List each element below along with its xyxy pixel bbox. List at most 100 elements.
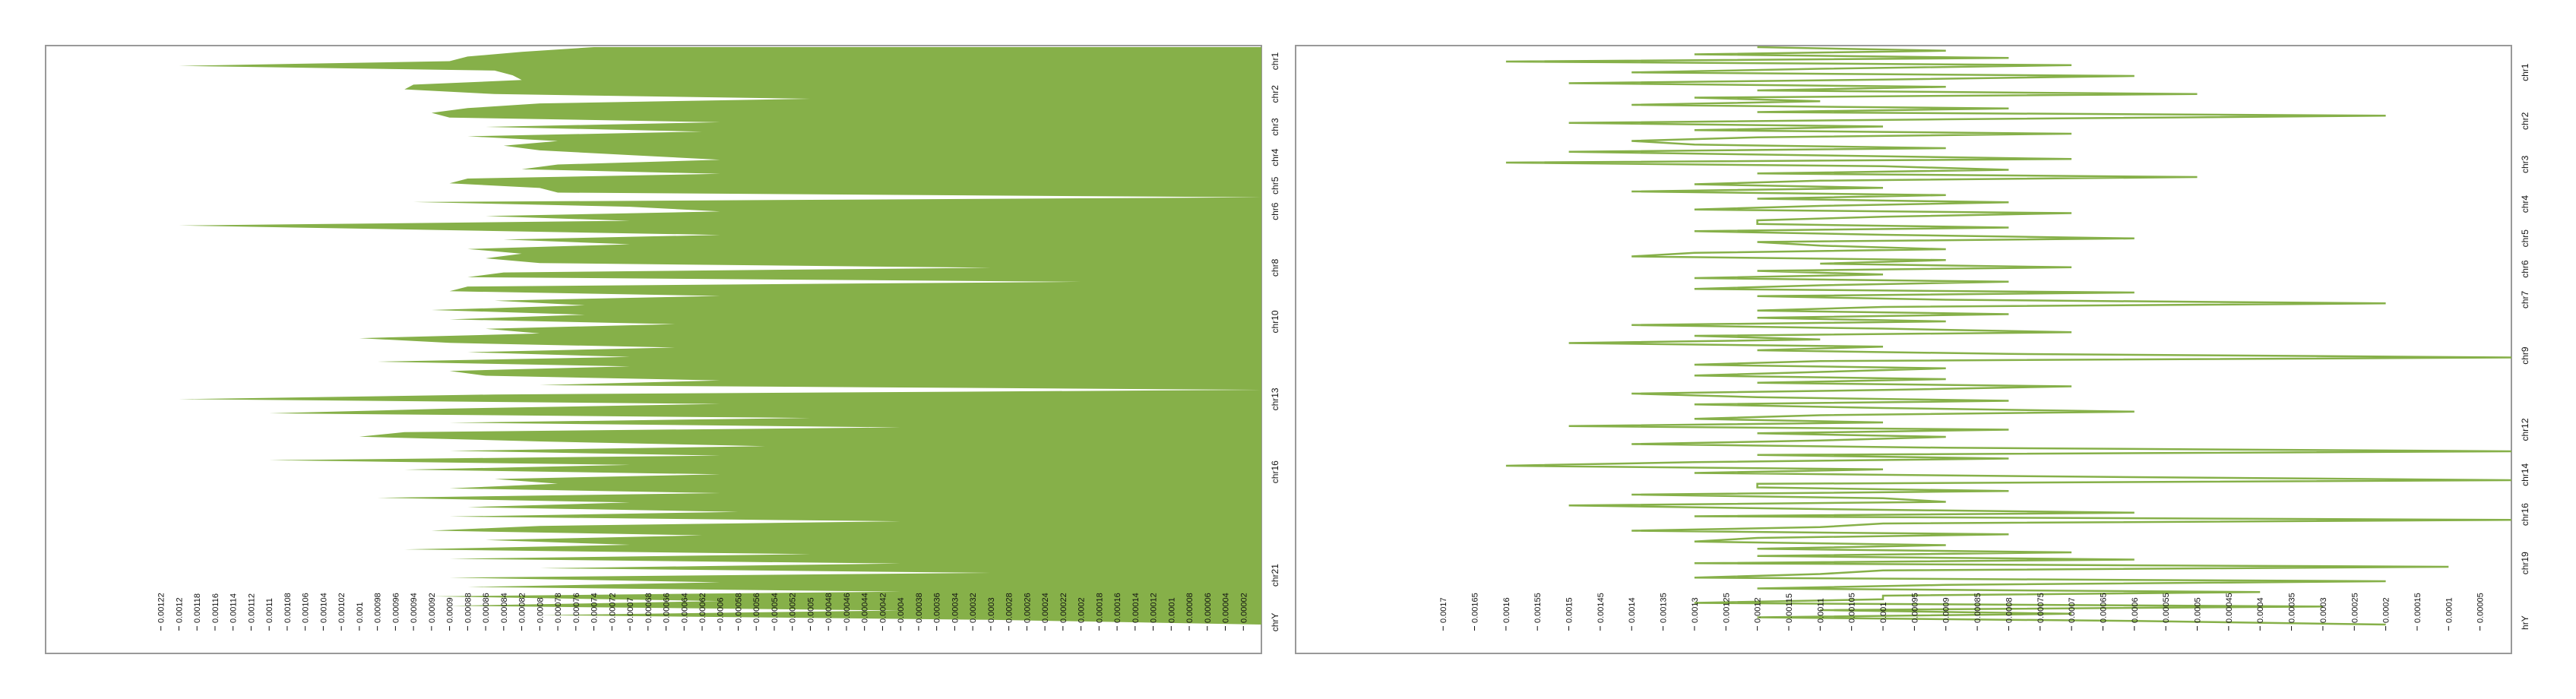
- x-tick-label: 0.00064: [680, 593, 689, 623]
- x-tick-label: 0.00065: [2099, 593, 2108, 623]
- x-tick-label: 0.00135: [1660, 593, 1669, 623]
- x-tick-label: 0.00014: [1131, 593, 1141, 623]
- x-tick-label: 0.001: [356, 602, 365, 623]
- x-tick-label: 0.00038: [915, 593, 924, 623]
- x-tick-label: 0.0008: [2005, 597, 2014, 623]
- chromosome-label: chr7: [2520, 291, 2530, 309]
- chromosome-label: chr3: [2520, 155, 2530, 173]
- x-tick-label: 0.0016: [1502, 597, 1511, 623]
- x-tick-label: 0.00078: [554, 593, 563, 623]
- chromosome-label: chr19: [2520, 552, 2530, 574]
- chromosome-label: chr16: [1270, 460, 1280, 483]
- x-tick-label: 0.0015: [1565, 597, 1574, 623]
- x-tick-label: 0.0007: [626, 597, 635, 623]
- chromosome-label: chr10: [1270, 310, 1280, 333]
- chromosome-label: chrY: [1270, 613, 1280, 632]
- x-tick-label: 0.00108: [283, 593, 293, 623]
- x-tick-label: 0.00068: [644, 593, 653, 623]
- x-tick-label: 0.00056: [752, 593, 761, 623]
- x-tick-label: 0.0013: [1691, 597, 1700, 623]
- x-tick-label: 0.00098: [374, 593, 383, 623]
- x-tick-label: 0.00042: [878, 593, 888, 623]
- x-tick-label: 0.00006: [1204, 593, 1213, 623]
- x-tick-label: 0.0002: [1078, 597, 1087, 623]
- x-tick-label: 0.00046: [843, 593, 852, 623]
- x-tick-label: 0.00165: [1471, 593, 1480, 623]
- x-tick-label: 0.00092: [428, 593, 437, 623]
- x-tick-label: 0.0003: [987, 597, 996, 623]
- x-tick-label: 0.00145: [1597, 593, 1606, 623]
- x-tick-label: 0.00115: [1785, 593, 1794, 623]
- x-tick-label: 0.00102: [337, 593, 347, 623]
- chart-panel-line: chr1 chr2 chr3 chr4 chr5 chr6 chr7 chr9 chr12 chr…: [1295, 45, 2530, 654]
- x-tick-label: 0.00035: [2288, 593, 2297, 623]
- x-tick-label: 0.00116: [211, 593, 220, 623]
- x-tick-label: 0.00105: [1848, 593, 1857, 623]
- chromosome-label: chr12: [2520, 418, 2530, 441]
- chromosome-label: chr5: [1270, 176, 1280, 195]
- x-tick-label: 0.00036: [933, 593, 942, 623]
- x-tick-label: 0.00104: [319, 593, 328, 623]
- x-tick-label: 0.00086: [482, 593, 491, 623]
- x-tick-label: 0.00118: [193, 593, 202, 623]
- x-tick-label: 0.00094: [410, 593, 419, 623]
- x-tick-label: 0.00085: [1973, 593, 1983, 623]
- x-tick-label: 0.0006: [2131, 597, 2140, 623]
- plot-frame: [1295, 45, 2512, 654]
- x-tick-label: 0.0009: [1942, 597, 1951, 623]
- chart-panel-area: chr1 chr2 chr3 chr4 chr5 chr6 chr8 chr10 chr13 ch…: [45, 45, 1280, 654]
- chromosome-label: chr13: [1270, 387, 1280, 410]
- chromosome-label: chr1: [2520, 63, 2530, 81]
- x-tick-label: 0.00048: [824, 593, 834, 623]
- x-tick-label: 0.0005: [806, 597, 815, 623]
- chromosome-label: chr1: [1270, 52, 1280, 71]
- chromosome-label: chr3: [1270, 118, 1280, 136]
- chromosome-label: chr8: [1270, 258, 1280, 277]
- x-tick-label: 0.00005: [2476, 593, 2486, 623]
- x-tick-label: 0.00026: [1023, 593, 1032, 623]
- x-tick-label: 0.00112: [247, 593, 256, 623]
- x-tick-label: 0.00052: [789, 593, 798, 623]
- x-tick-label: 0.00008: [1185, 593, 1195, 623]
- x-tick-label: 0.00032: [969, 593, 978, 623]
- x-tick-label: 0.0011: [1816, 598, 1825, 623]
- x-tick-label: 0.0012: [1754, 597, 1763, 623]
- x-tick-label: 0.00004: [1222, 593, 1231, 623]
- x-tick-label: 0.00095: [1910, 593, 1919, 623]
- x-tick-label: 0.00155: [1533, 593, 1543, 623]
- line-series: [1505, 46, 2512, 626]
- x-tick-label: 0.00058: [734, 593, 743, 623]
- x-tick-label: 0.00044: [861, 593, 870, 623]
- x-tick-label: 0.00122: [157, 593, 166, 623]
- x-tick-label: 0.0008: [536, 597, 545, 623]
- chromosome-label: chr9: [2520, 346, 2530, 365]
- x-tick-label: 0.0012: [175, 597, 184, 623]
- chromosome-label: hrY: [2520, 615, 2530, 630]
- chromosome-label: chr5: [2520, 229, 2530, 248]
- x-tick-label: 0.00016: [1113, 593, 1122, 623]
- x-tick-label: 0.0006: [717, 597, 726, 623]
- chromosome-label: chr14: [2520, 463, 2530, 486]
- x-tick-label: 0.0014: [1628, 597, 1637, 623]
- x-tick-label: 0.00088: [464, 593, 473, 623]
- x-tick-label: 0.001: [1879, 602, 1888, 623]
- x-tick-label: 0.00002: [1239, 593, 1248, 623]
- x-tick-label: 0.0001: [1167, 597, 1176, 623]
- x-tick-label: 0.00054: [771, 593, 780, 623]
- x-tick-label: 0.00082: [518, 593, 527, 623]
- chromosome-label: chr2: [1270, 85, 1280, 103]
- chromosome-label: chr6: [2520, 260, 2530, 278]
- x-tick-label: 0.00012: [1150, 593, 1159, 623]
- x-tick-label: 0.00018: [1095, 593, 1104, 623]
- area-series: [179, 47, 1261, 625]
- x-tick-label: 0.0005: [2194, 597, 2203, 623]
- x-tick-label: 0.00024: [1041, 593, 1050, 623]
- x-tick-label: 0.00022: [1059, 593, 1068, 623]
- x-tick-label: 0.00096: [391, 593, 400, 623]
- x-tick-label: 0.00045: [2225, 593, 2234, 623]
- chromosome-label: chr16: [2520, 503, 2530, 526]
- chromosome-label: chr4: [2520, 195, 2530, 213]
- x-tick-label: 0.0011: [265, 598, 274, 623]
- x-tick-label: 0.00075: [2036, 593, 2046, 623]
